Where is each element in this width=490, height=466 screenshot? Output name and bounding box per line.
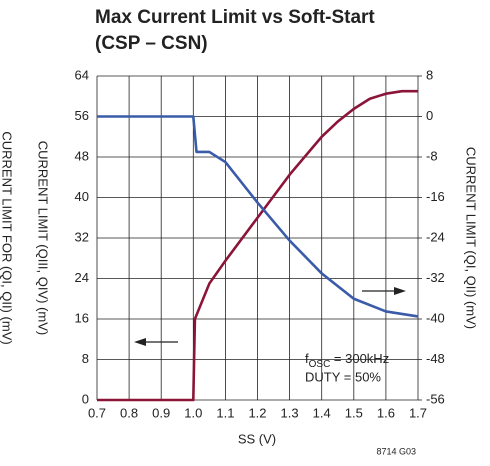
y2-tick-label: -8 (426, 148, 438, 163)
x-tick-label: 1.0 (184, 405, 202, 420)
x-tick-label: 1.7 (409, 405, 427, 420)
y-tick-label: 48 (75, 148, 89, 163)
x-tick-label: 1.3 (281, 405, 299, 420)
y-tick-label: 64 (75, 67, 89, 82)
data-line (97, 89, 418, 402)
arrow (134, 287, 406, 346)
x-tick-label: 0.8 (120, 405, 138, 420)
x-tick-label: 1.5 (345, 405, 363, 420)
y-tick-label: 24 (75, 270, 89, 285)
y-tick-label: 40 (75, 189, 89, 204)
y2-tick-label: -40 (426, 310, 445, 325)
x-tick-label: 1.1 (216, 405, 234, 420)
y-tick-label: 32 (75, 229, 89, 244)
y-tick-label: 0 (82, 391, 89, 406)
x-tick-label: 1.2 (248, 405, 266, 420)
x-axis-label: SS (V) (238, 431, 276, 446)
footnote: 8714 G03 (376, 446, 416, 456)
y2-tick-label: -56 (426, 391, 445, 406)
y-axis-label: CURRENT LIMIT (QIII, QIV) (mV) (36, 141, 51, 336)
y2-tick-label: -48 (426, 351, 445, 366)
y2-axis-label: CURRENT LIMIT (QI, QII) (mV) (464, 147, 479, 329)
annotation: fOSC = 300kHz (305, 351, 389, 369)
annotation: DUTY = 50% (305, 369, 381, 384)
annotation-part: OSC (309, 359, 331, 370)
y-axis-label: CURRENT LIMIT FOR (QI, QII) (mV) (0, 131, 15, 344)
y2-tick-label: -24 (426, 229, 445, 244)
y-tick-label: 8 (82, 351, 89, 366)
annotation-part: f (305, 351, 309, 366)
y-tick-label: 16 (75, 310, 89, 325)
y2-tick-label: 0 (426, 108, 433, 123)
x-tick-label: 0.9 (152, 405, 170, 420)
y2-tick-label: -16 (426, 189, 445, 204)
chart-title: Max Current Limit vs Soft-Start (95, 7, 375, 28)
x-tick-label: 1.6 (377, 405, 395, 420)
y-tick-label: 56 (75, 108, 89, 123)
x-tick-label: 1.4 (313, 405, 331, 420)
data-line (97, 115, 419, 318)
chart-title: (CSP – CSN) (95, 33, 208, 54)
annotation-part: = 300kHz (330, 351, 389, 366)
x-tick-label: 0.7 (88, 405, 106, 420)
y2-tick-label: 8 (426, 67, 433, 82)
y2-tick-label: -32 (426, 270, 445, 285)
